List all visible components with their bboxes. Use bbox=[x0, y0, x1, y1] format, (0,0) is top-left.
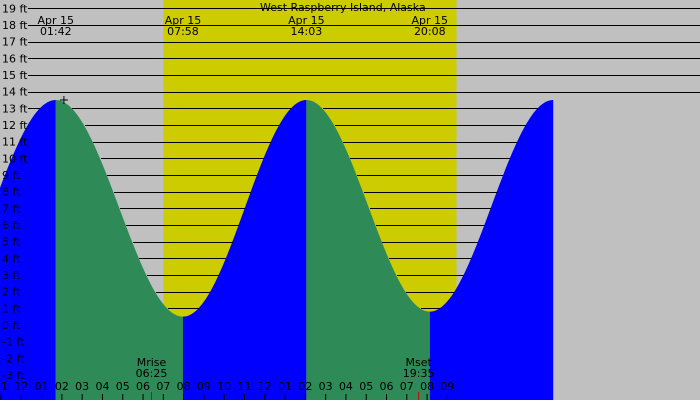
x-tick-label: 10 bbox=[217, 380, 231, 393]
x-tick-label: 04 bbox=[339, 380, 353, 393]
x-tick-label: 01 bbox=[278, 380, 292, 393]
tide-extreme-date: Apr 15 bbox=[38, 14, 75, 27]
tide-extreme-date: Apr 15 bbox=[412, 14, 449, 27]
x-tick-label: 05 bbox=[116, 380, 130, 393]
tide-extreme-date: Apr 15 bbox=[165, 14, 202, 27]
tide-extreme-time: 14:03 bbox=[291, 25, 323, 38]
y-tick-label: 15 ft bbox=[2, 69, 28, 82]
x-tick-label: 04 bbox=[95, 380, 109, 393]
y-axis-labels: 19 ft 18 ft 17 ft 16 ft 15 ft 14 ft 13 ft 12 ft… bbox=[2, 2, 28, 382]
y-tick-label: 8 ft bbox=[2, 186, 21, 199]
falling-tide-segment bbox=[306, 100, 430, 400]
y-tick-label: -2 ft bbox=[2, 352, 25, 365]
x-tick-label: 03 bbox=[319, 380, 333, 393]
y-tick-label: 5 ft bbox=[2, 236, 21, 249]
x-tick-label: 08 bbox=[420, 380, 434, 393]
x-tick-label: 07 bbox=[400, 380, 414, 393]
y-tick-label: 11 ft bbox=[2, 136, 28, 149]
x-tick-label: 06 bbox=[136, 380, 150, 393]
y-tick-label: -3 ft bbox=[2, 369, 25, 382]
y-tick-label: -1 ft bbox=[2, 336, 25, 349]
rising-tide-segment bbox=[429, 100, 554, 400]
x-tick-label: 09 bbox=[197, 380, 211, 393]
current-time-marker bbox=[59, 96, 68, 104]
tide-extreme-time: 01:42 bbox=[40, 25, 72, 38]
y-tick-label: 9 ft bbox=[2, 169, 21, 182]
rising-tide-segment bbox=[0, 100, 56, 400]
tide-extreme-time: 20:08 bbox=[414, 25, 446, 38]
moon-event-time: 19:35 bbox=[403, 367, 435, 380]
x-tick-label: 07 bbox=[156, 380, 170, 393]
y-tick-label: 16 ft bbox=[2, 52, 28, 65]
tide-extreme-date: Apr 15 bbox=[288, 14, 325, 27]
x-tick-label: 01 bbox=[35, 380, 49, 393]
y-tick-label: 4 ft bbox=[2, 252, 21, 265]
x-tick-label: 02 bbox=[298, 380, 312, 393]
x-tick-label: 06 bbox=[380, 380, 394, 393]
moon-event-label: Mset bbox=[405, 356, 432, 369]
x-tick-label: 12 bbox=[14, 380, 28, 393]
chart-title: West Raspberry Island, Alaska bbox=[260, 1, 426, 14]
y-tick-label: 2 ft bbox=[2, 286, 21, 299]
height-gridlines bbox=[28, 8, 700, 309]
y-tick-label: 6 ft bbox=[2, 219, 21, 232]
x-tick-label: 03 bbox=[75, 380, 89, 393]
y-tick-label: 18 ft bbox=[2, 19, 28, 32]
x-tick-label: 11 bbox=[237, 380, 251, 393]
y-tick-label: 17 ft bbox=[2, 36, 28, 49]
y-tick-label: 12 ft bbox=[2, 119, 28, 132]
moon-event-time: 06:25 bbox=[136, 367, 168, 380]
x-tick-label: 02 bbox=[55, 380, 69, 393]
falling-tide-segment bbox=[55, 100, 183, 400]
x-tick-label: 11 bbox=[0, 380, 8, 393]
y-tick-label: 10 ft bbox=[2, 152, 28, 165]
y-tick-label: 7 ft bbox=[2, 202, 21, 215]
x-tick-label: 12 bbox=[258, 380, 272, 393]
x-tick-label: 08 bbox=[177, 380, 191, 393]
y-tick-label: 3 ft bbox=[2, 269, 21, 282]
y-tick-label: 13 ft bbox=[2, 102, 28, 115]
y-tick-label: 19 ft bbox=[2, 2, 28, 15]
rising-tide-segment bbox=[182, 100, 307, 400]
y-tick-label: 14 ft bbox=[2, 86, 28, 99]
x-axis-hours: 11 12 01 02 03 04 05 06 07 08 09 10 11 12 01 02 03 04 05 06… bbox=[0, 380, 454, 400]
x-tick-label: 09 bbox=[440, 380, 454, 393]
moon-event-label: Mrise bbox=[137, 356, 167, 369]
tide-extreme-time: 07:58 bbox=[167, 25, 199, 38]
y-tick-label: 0 ft bbox=[2, 319, 21, 332]
y-tick-label: 1 ft bbox=[2, 302, 21, 315]
x-tick-label: 05 bbox=[359, 380, 373, 393]
tide-area bbox=[0, 100, 554, 400]
